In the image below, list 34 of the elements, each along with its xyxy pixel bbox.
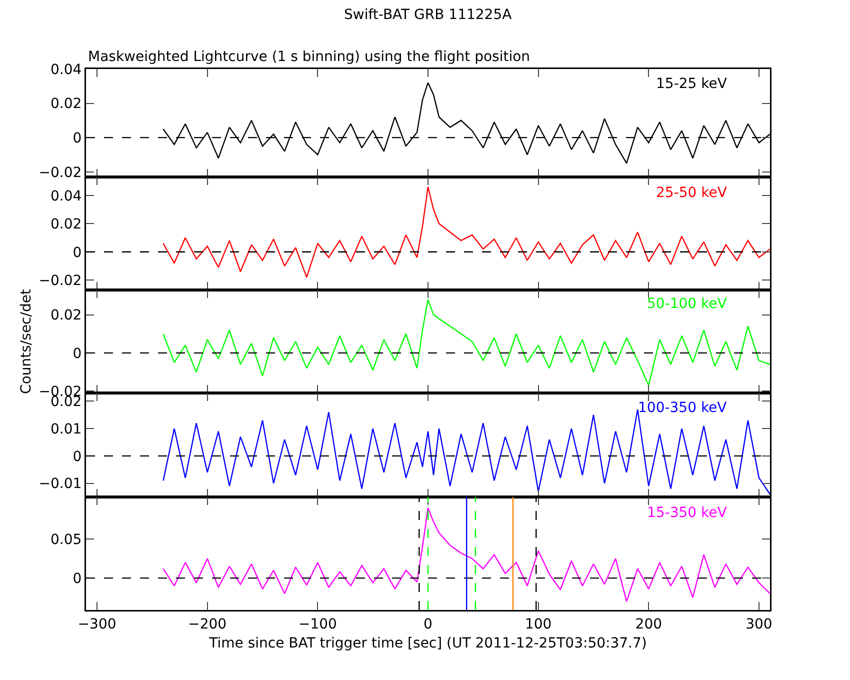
line-series xyxy=(162,507,770,602)
x-tick-label: −200 xyxy=(188,616,227,632)
y-tick-label: 0 xyxy=(72,244,82,261)
series-label: 50-100 keV xyxy=(647,296,728,312)
line-series xyxy=(162,186,770,278)
text: 15-25 keV xyxy=(656,76,728,92)
x-tick-label: −100 xyxy=(298,616,337,632)
y-tick-label: 0 xyxy=(72,346,82,362)
x-axis-title: Time since BAT trigger time [sec] (UT 2011-12-25T03:50:37.7) xyxy=(208,635,647,652)
chart-title: Swift-BAT GRB 111225A xyxy=(344,7,512,23)
x-tick-label: 0 xyxy=(424,616,432,632)
y-tick-label: 0.04 xyxy=(50,188,82,204)
chart-subtitle: Maskweighted Lightcurve (1 s binning) using the flight position xyxy=(88,49,530,65)
y-tick-label: 0.01 xyxy=(50,421,82,438)
y-tick-label: 0.02 xyxy=(50,216,82,233)
y-tick-label: −0.01 xyxy=(38,476,82,492)
y-tick-label: 0 xyxy=(72,570,82,587)
y-tick-label: 0.02 xyxy=(50,308,82,324)
y-tick-label: 0.04 xyxy=(50,62,82,78)
series-label: 100-350 keV xyxy=(638,400,728,416)
line-series xyxy=(162,298,770,386)
text: 25-50 keV xyxy=(656,185,728,201)
y-tick-label: 0 xyxy=(72,130,82,146)
x-tick-label: 200 xyxy=(635,616,662,632)
x-tick-label: 300 xyxy=(746,616,772,632)
y-tick-label: −0.02 xyxy=(38,273,82,290)
y-tick-label: 0 xyxy=(72,448,82,465)
y-tick-label: −0.02 xyxy=(38,164,82,181)
y-tick-label: 0.05 xyxy=(50,532,82,548)
x-tick-label: −300 xyxy=(78,616,116,632)
y-tick-label: 0.02 xyxy=(50,96,82,112)
text: 15-350 keV xyxy=(647,505,728,521)
y-axis-title: Counts/sec/det xyxy=(18,288,35,394)
x-tick-label: 100 xyxy=(524,616,552,632)
